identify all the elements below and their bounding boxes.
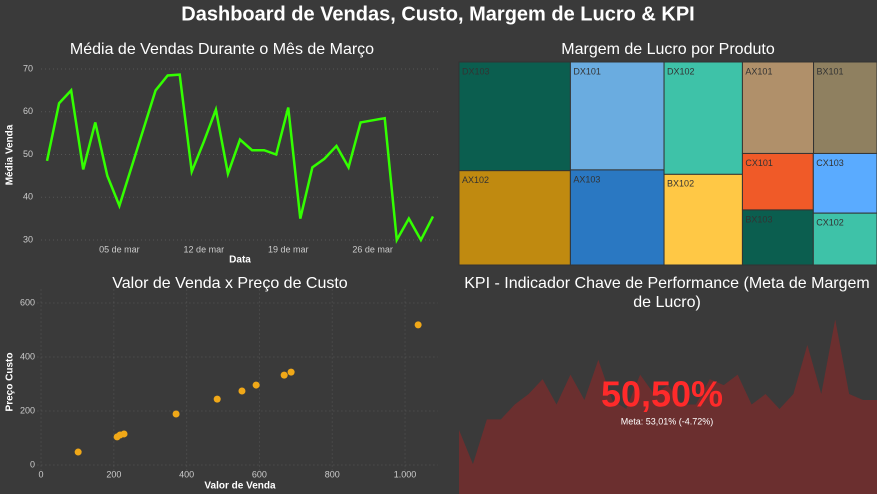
y-axis-label: Preço Custo [5, 353, 16, 412]
tile-label: CX103 [816, 158, 844, 168]
tile-label: BX103 [745, 214, 772, 224]
kpi-value: 50,50% [601, 374, 723, 415]
x-tick-label: 26 de mar [352, 244, 393, 254]
treemap-tile [812, 152, 877, 214]
y-tick-label: 40 [23, 192, 33, 202]
treemap-tile [569, 169, 665, 266]
x-tick-label: 400 [179, 469, 194, 479]
treemap-tile [458, 170, 571, 266]
chart-title: Valor de Venda x Preço de Custo [112, 275, 348, 292]
y-tick-label: 0 [30, 459, 35, 469]
scatter-point [238, 387, 246, 395]
y-axis-label: Média Venda [5, 124, 16, 185]
x-tick-label: 1.000 [394, 469, 417, 479]
scatter-point [213, 395, 221, 403]
tile-label: DX103 [462, 66, 490, 76]
chart-title: KPI - Indicador Chave de Performance (Me… [464, 275, 870, 311]
treemap-tile [458, 61, 571, 172]
x-tick-label: 200 [106, 469, 121, 479]
y-tick-label: 30 [23, 234, 33, 244]
x-tick-label: 600 [252, 469, 267, 479]
treemap-tile [813, 61, 877, 154]
x-tick-label: 800 [325, 469, 340, 479]
scatter-point [252, 381, 260, 389]
scatter-point [172, 410, 180, 418]
tile-label: DX101 [573, 66, 601, 76]
kpi-target: Meta: 53,01% (-4.72%) [621, 416, 714, 426]
y-tick-label: 60 [23, 106, 33, 116]
x-tick-label: 0 [39, 469, 44, 479]
treemap-tile [812, 212, 877, 266]
scatter-point [74, 448, 82, 456]
treemap-tile [569, 61, 665, 171]
tile-label: CX101 [745, 158, 773, 168]
chart-title: Média de Vendas Durante o Mês de Março [70, 41, 374, 58]
y-tick-label: 50 [23, 149, 33, 159]
tile-label: AX102 [462, 175, 489, 185]
treemap-tile [741, 209, 814, 266]
x-axis-label: Valor de Venda [204, 481, 276, 492]
y-tick-label: 70 [23, 63, 33, 73]
y-tick-label: 200 [20, 405, 35, 415]
tile-label: AX101 [745, 66, 772, 76]
tile-label: AX103 [573, 174, 600, 184]
y-tick-label: 400 [20, 351, 35, 361]
dashboard-title: Dashboard de Vendas, Custo, Margem de Lu… [181, 3, 694, 25]
treemap-tile [663, 173, 743, 266]
tile-label: BX101 [817, 66, 844, 76]
tile-label: CX102 [816, 218, 844, 228]
line-series [45, 73, 435, 245]
treemap-tile [663, 61, 743, 175]
trend-area [459, 319, 877, 494]
treemap-tile [741, 152, 814, 211]
scatter-point [414, 321, 422, 329]
y-tick-label: 600 [20, 297, 35, 307]
scatter-point [287, 368, 295, 376]
x-axis-label: Data [229, 255, 251, 266]
kpi-title-box: KPI - Indicador Chave de Performance (Me… [464, 275, 870, 311]
x-tick-label: 12 de mar [184, 244, 225, 254]
x-tick-label: 19 de mar [268, 244, 309, 254]
chart-title: Margem de Lucro por Produto [561, 41, 775, 58]
x-tick-label: 05 de mar [99, 244, 140, 254]
scatter-point [280, 371, 288, 379]
treemap-tile [741, 61, 815, 154]
tile-label: BX102 [667, 179, 694, 189]
scatter-point [120, 430, 128, 438]
tile-label: DX102 [667, 66, 695, 76]
